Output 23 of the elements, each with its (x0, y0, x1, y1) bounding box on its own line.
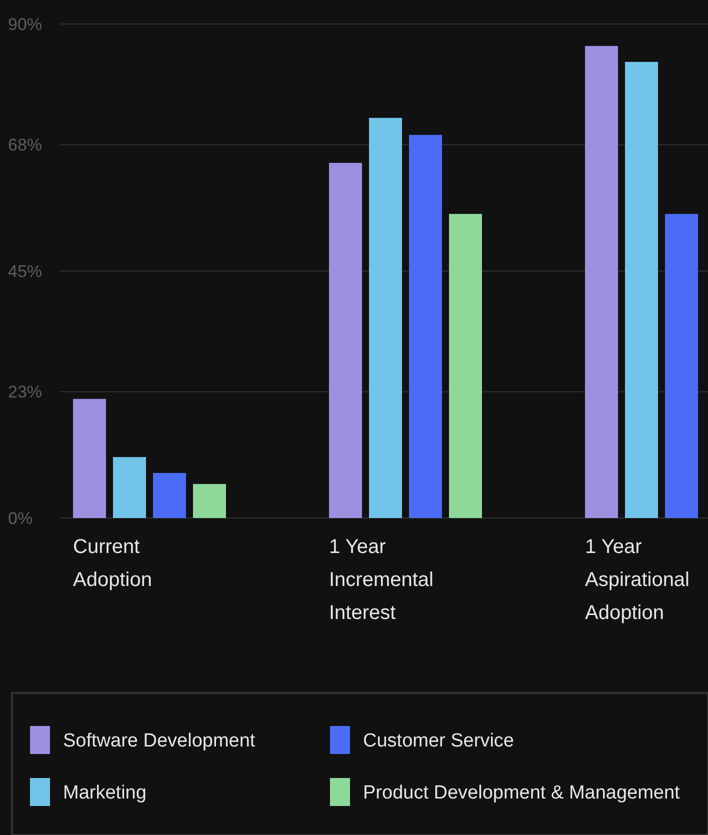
legend-label: Customer Service (363, 730, 514, 752)
bar (449, 214, 482, 518)
bar (665, 214, 698, 518)
bar (193, 484, 226, 518)
bar (625, 62, 658, 518)
bar (369, 118, 402, 518)
bar (329, 162, 362, 518)
y-tick-label: 0% (8, 508, 33, 528)
legend-label: Marketing (63, 782, 146, 804)
bar (153, 472, 186, 518)
legend-label: Product Development & Management (363, 782, 681, 804)
y-tick-label: 45% (8, 262, 42, 281)
x-tick-label: 1 Year Aspirational Adoption (585, 536, 690, 624)
bar (409, 134, 442, 518)
legend-label: Software Development (63, 730, 256, 752)
y-tick-label: 68% (8, 136, 42, 155)
y-tick-label: 23% (8, 382, 42, 402)
bar (73, 398, 106, 518)
x-tick-label: Current Adoption (73, 536, 152, 591)
y-tick-label: 90% (8, 14, 42, 34)
bar (585, 46, 618, 518)
x-tick-label: 1 Year Incremental Interest (329, 536, 434, 624)
bar (113, 457, 146, 518)
